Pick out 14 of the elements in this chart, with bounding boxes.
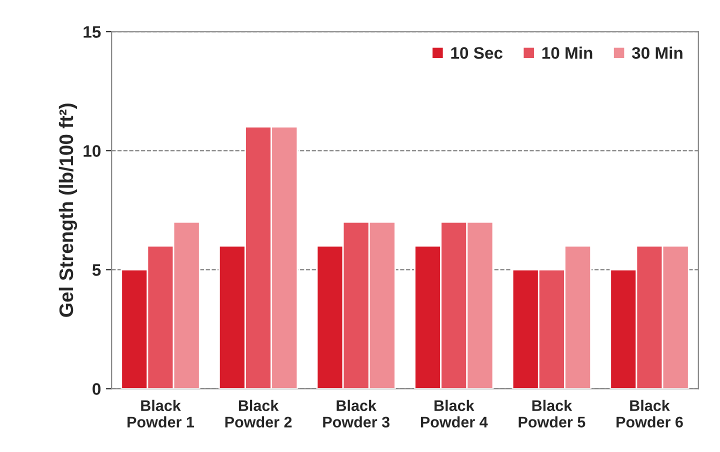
legend-label: 30 Min [632, 46, 682, 59]
x-tick-label: Black Powder 6 [616, 400, 683, 428]
x-tick-label: Black Powder 1 [128, 400, 194, 428]
x-tick-label: Black Powder 5 [518, 400, 586, 428]
y-tick-label: 0 [92, 383, 100, 395]
legend-label: 10 Min [542, 46, 592, 59]
x-tick-label: Black Powder 2 [225, 400, 292, 428]
legend-label: 10 Sec [451, 47, 503, 59]
x-tick-label: Black Powder 3 [323, 400, 390, 428]
x-tick-label: Black Powder 4 [420, 400, 488, 428]
y-axis-title: Gel Strength (lb/100 ft²) [58, 104, 78, 317]
y-tick-label: 10 [84, 145, 100, 157]
y-tick-label: 5 [92, 264, 101, 276]
y-tick-label: 15 [84, 26, 101, 38]
